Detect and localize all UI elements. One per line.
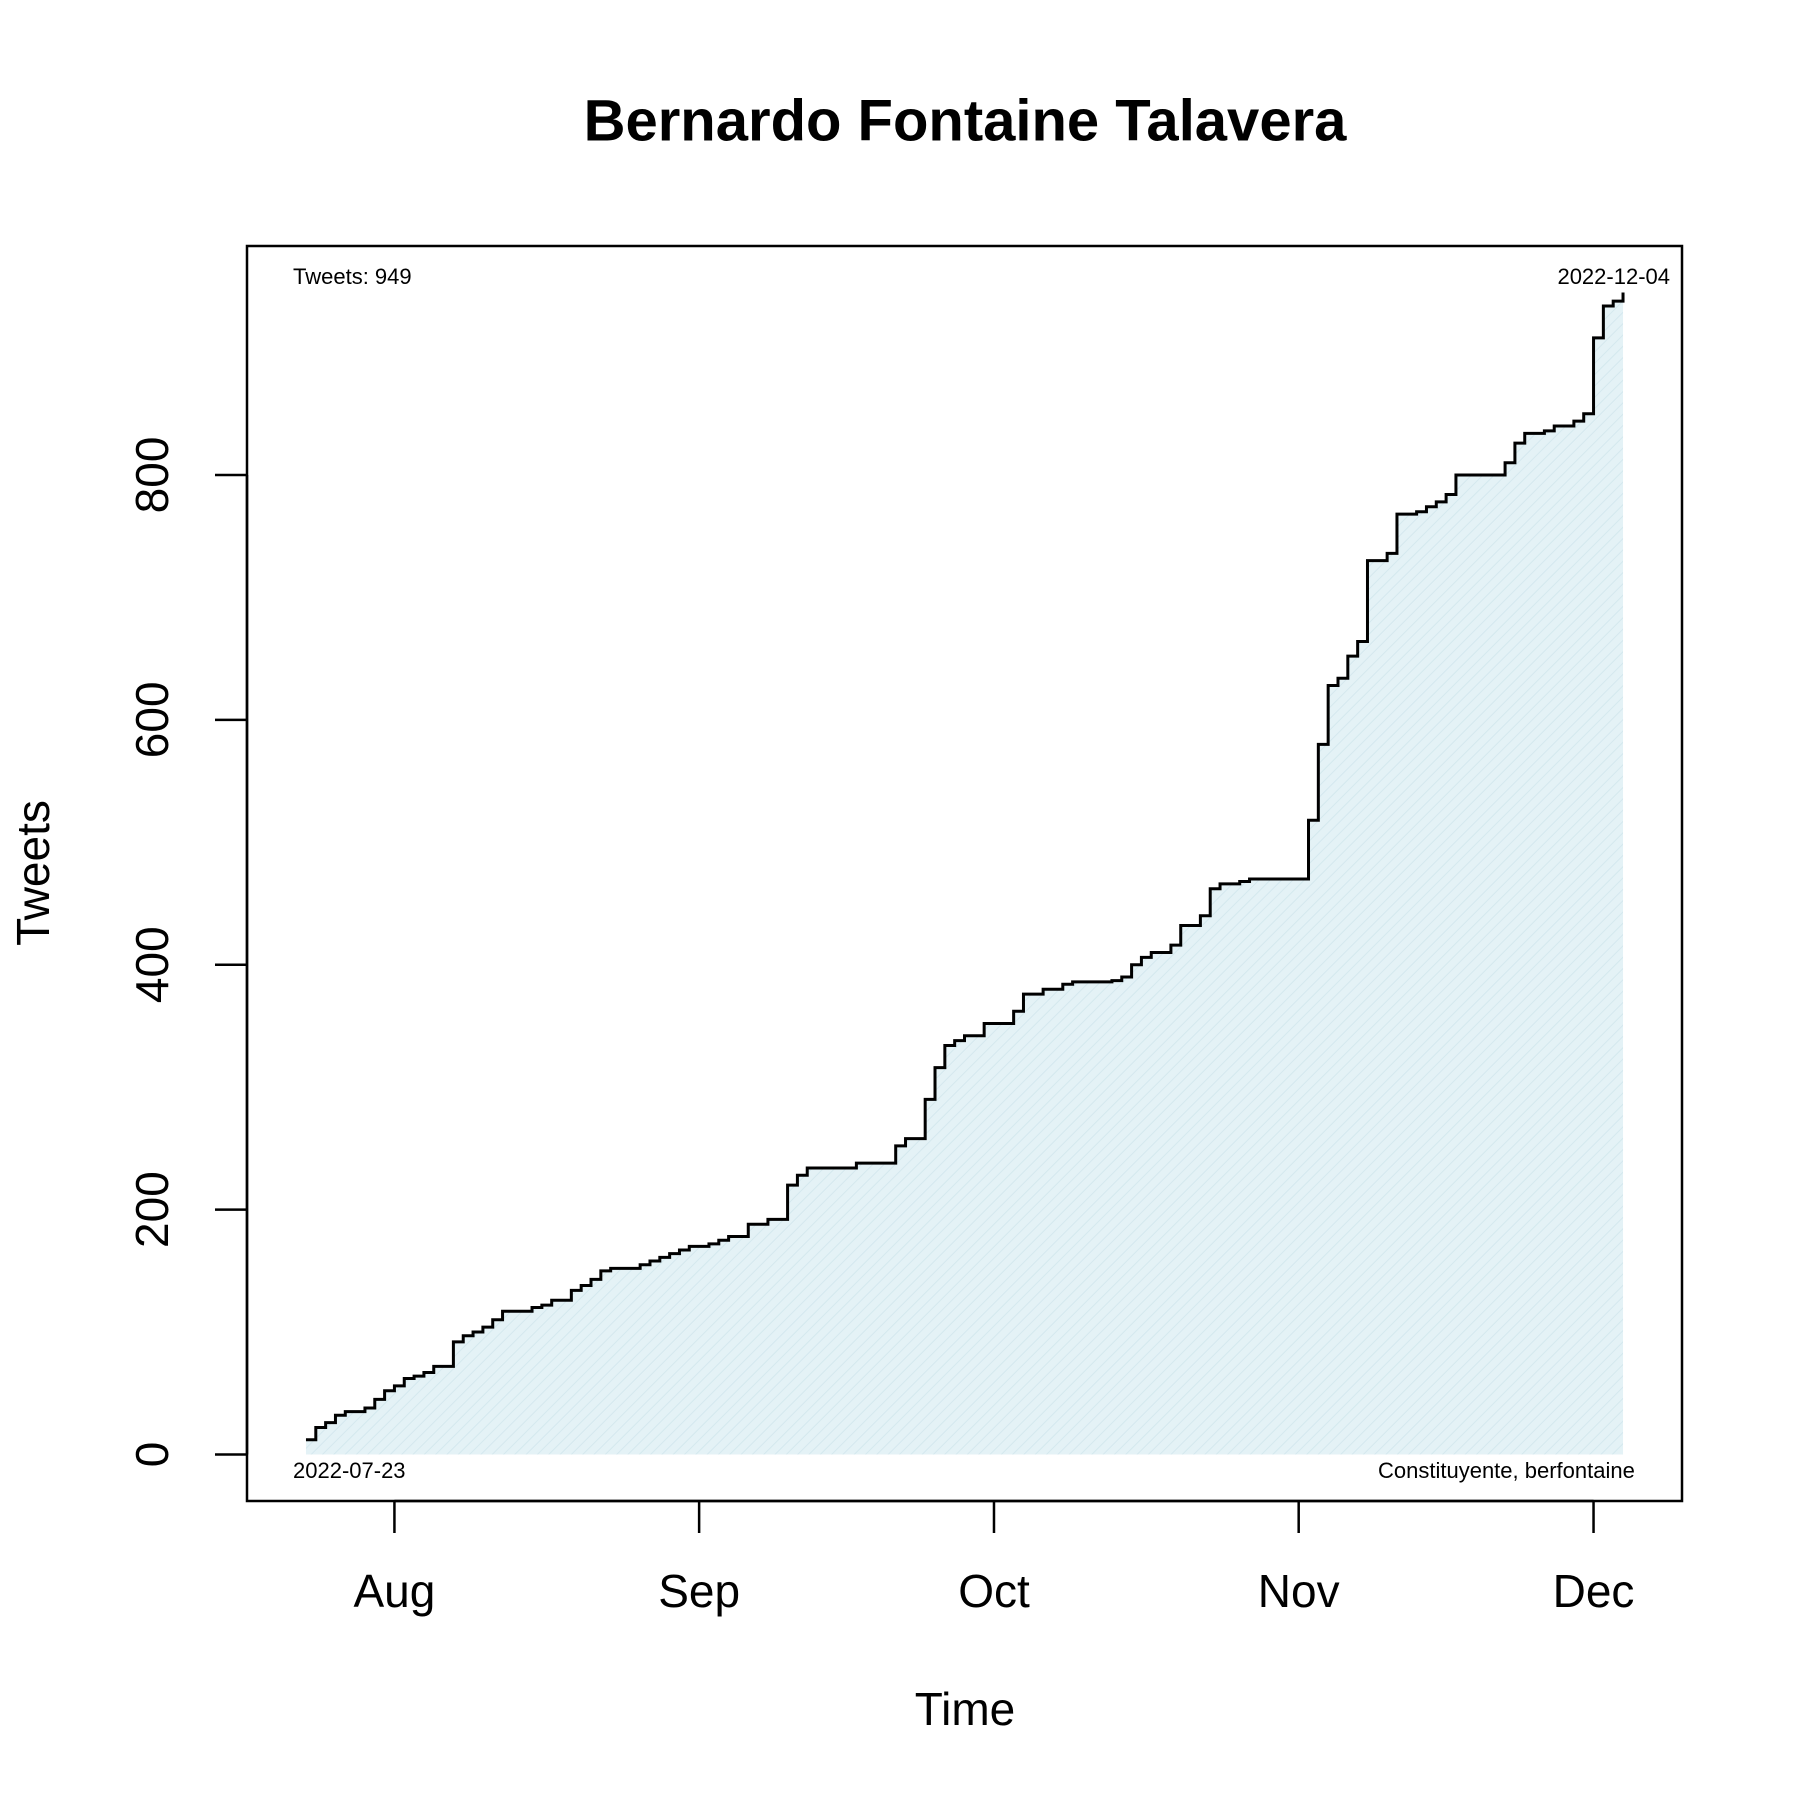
x-axis-title: Time [915,1683,1016,1735]
y-tick-label: 0 [126,1442,178,1468]
step-line [305,292,1625,1442]
x-tick-label: Sep [658,1565,740,1617]
chart-title: Bernardo Fontaine Talavera [584,88,1348,153]
x-tick-label: Dec [1553,1565,1635,1617]
x-tick-label: Aug [354,1565,436,1617]
annotation: Constituyente, berfontaine [1378,1458,1635,1483]
y-tick-label: 800 [126,437,178,514]
annotation: 2022-07-23 [293,1458,406,1483]
y-tick-label: 600 [126,681,178,758]
y-tick-label: 200 [126,1171,178,1248]
annotation: 2022-12-04 [1557,264,1670,289]
x-tick-label: Oct [958,1565,1030,1617]
x-tick-label: Nov [1258,1565,1340,1617]
area-hatch [305,292,1624,1455]
y-axis-title: Tweets [7,800,59,946]
y-tick-label: 400 [126,926,178,1003]
annotation: Tweets: 949 [293,264,412,289]
